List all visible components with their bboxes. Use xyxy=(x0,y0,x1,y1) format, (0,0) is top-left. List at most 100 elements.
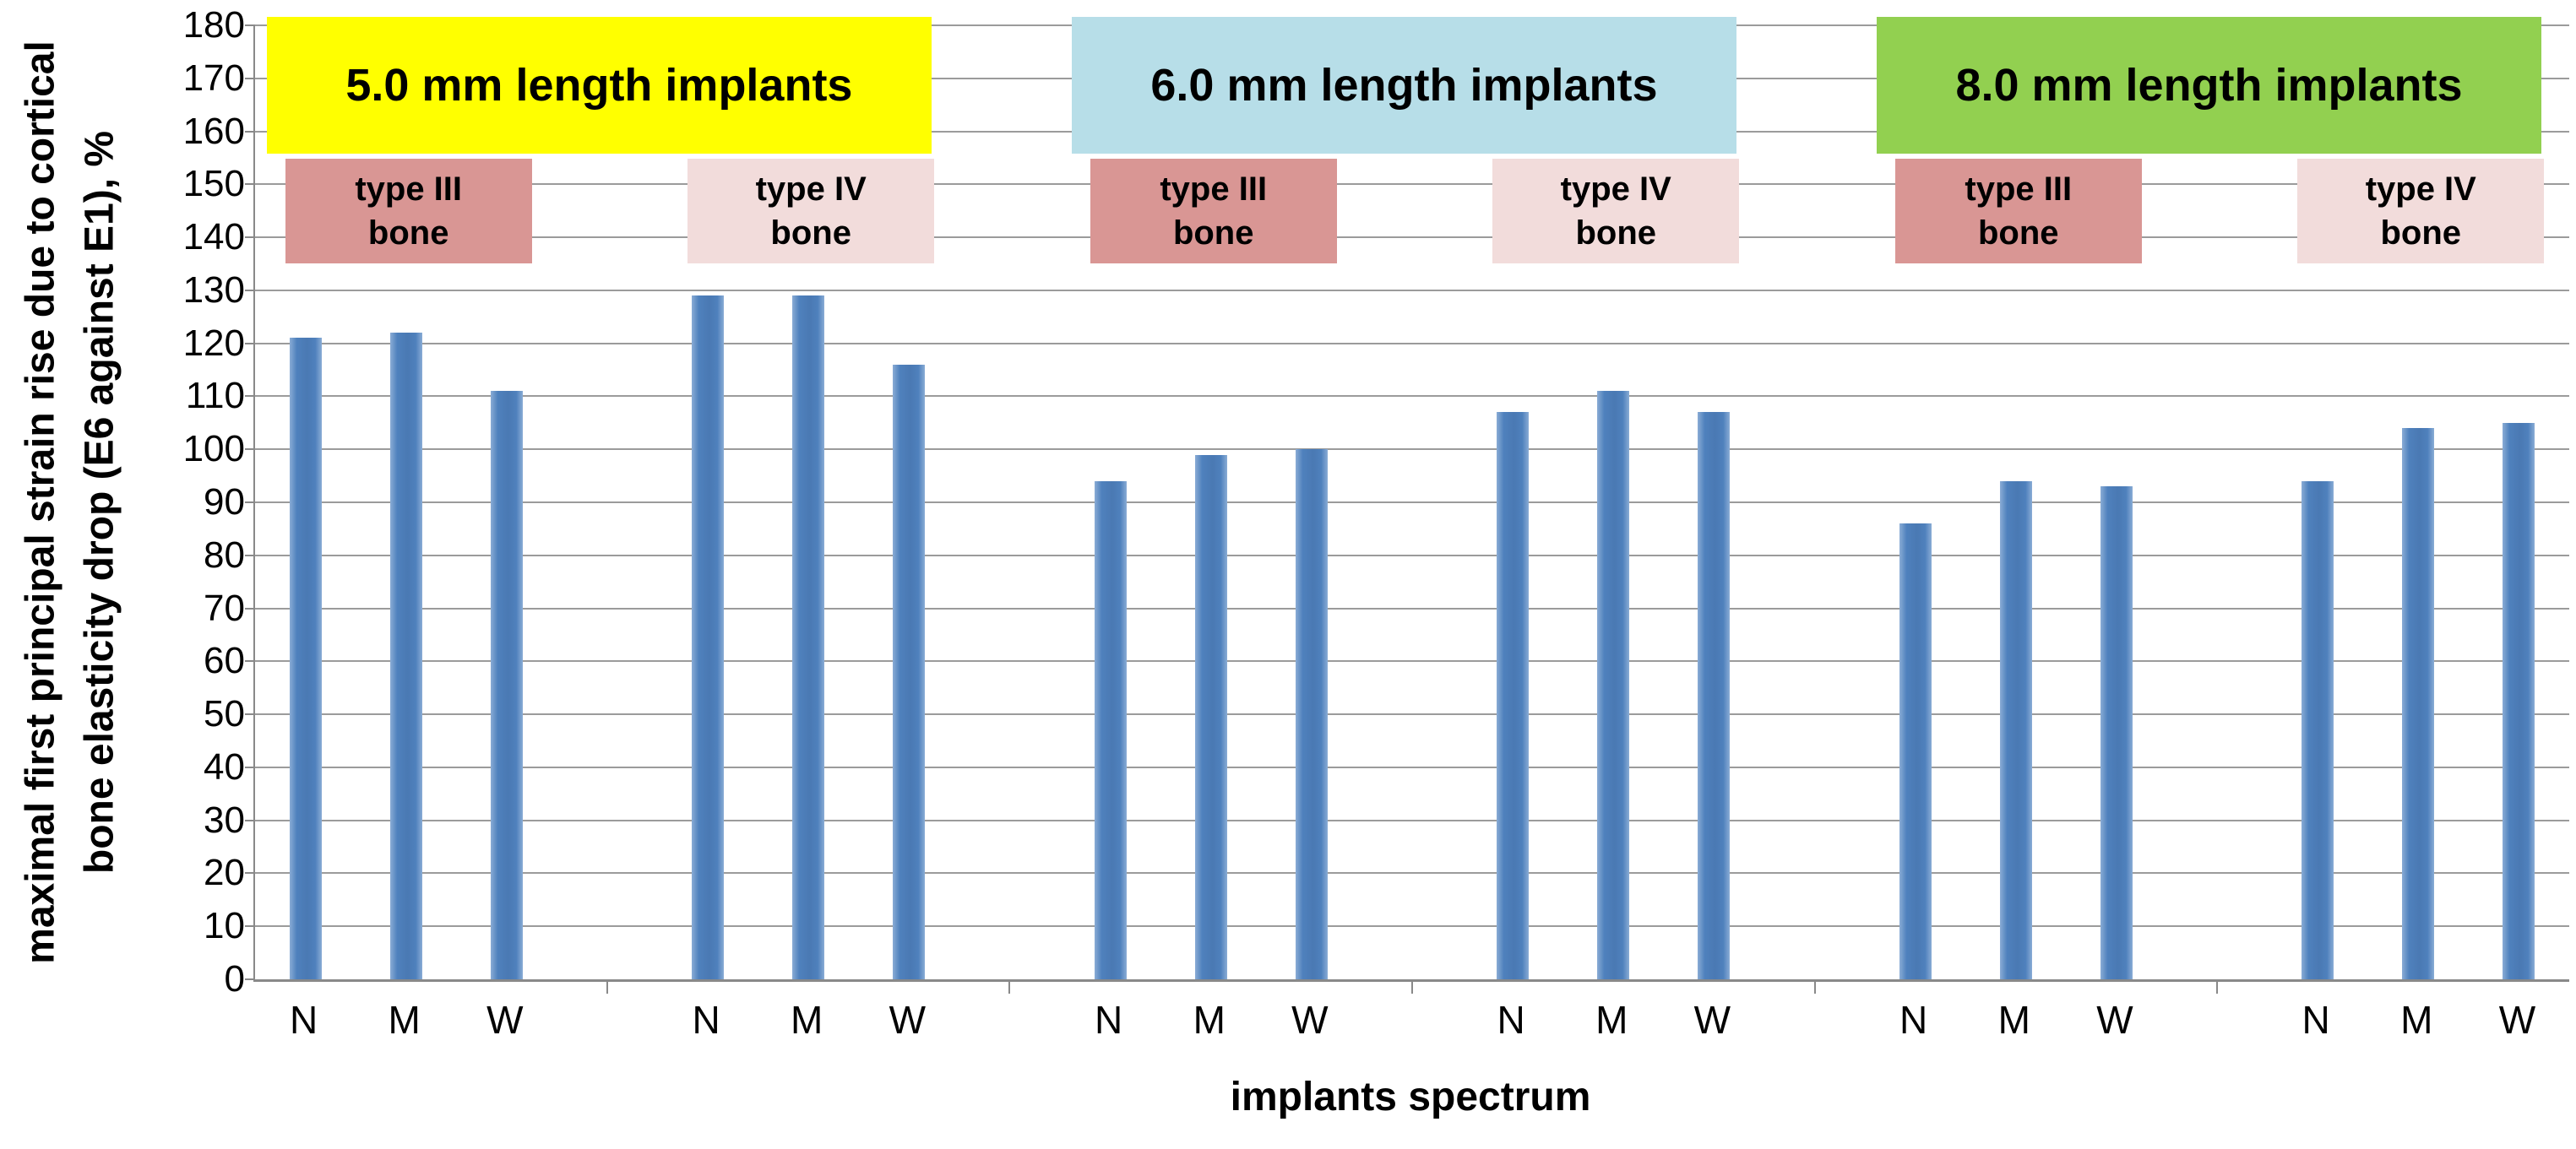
x-label-N: N xyxy=(692,998,720,1042)
gridline-80 xyxy=(255,554,2569,556)
bar-6.0mm-type-III-bone-M xyxy=(1194,454,1227,979)
type-box-line2: bone xyxy=(1172,214,1254,252)
y-tick-mark-110 xyxy=(245,395,255,398)
bar-6.0mm-type-IV-bone-W xyxy=(1698,412,1731,979)
y-axis-title-line2: bone elasticity drop (E6 against E1), % xyxy=(77,130,122,875)
gridline-50 xyxy=(255,713,2569,716)
group-banner-8.0mm: 8.0 mm length implants xyxy=(1877,17,2541,154)
bar-5.0mm-type-IV-bone-W xyxy=(893,364,926,979)
y-tick-label-110: 110 xyxy=(185,375,245,417)
x-label-N: N xyxy=(1094,998,1123,1042)
gridline-100 xyxy=(255,448,2569,451)
plot-area: 0 10 20 30 40 50 60 70 80 90 100 110 120 130 140 150 160… xyxy=(183,7,2569,998)
type-box-line1: type IV xyxy=(1560,171,1671,208)
y-tick-mark-50 xyxy=(245,713,255,716)
x-label-M: M xyxy=(1997,998,2030,1042)
bar-8.0mm-type-III-bone-N xyxy=(1899,523,1932,979)
bar-5.0mm-type-IV-bone-N xyxy=(692,295,725,979)
x-tick-mark xyxy=(2216,982,2219,994)
type-box-5.0mm-type-IV: type IV bone xyxy=(687,159,935,263)
y-tick-mark-160 xyxy=(245,130,255,133)
gridline-130 xyxy=(255,289,2569,291)
bar-5.0mm-type-III-bone-N xyxy=(289,338,322,979)
x-label-M: M xyxy=(1193,998,1226,1042)
type-box-line1: type III xyxy=(1160,171,1268,208)
x-label-W: W xyxy=(2096,998,2133,1042)
y-tick-mark-70 xyxy=(245,607,255,610)
y-tick-label-70: 70 xyxy=(204,587,245,629)
bar-8.0mm-type-IV-bone-M xyxy=(2402,428,2435,979)
bar-6.0mm-type-IV-bone-M xyxy=(1597,391,1630,979)
y-tick-label-40: 40 xyxy=(204,745,245,788)
y-tick-mark-20 xyxy=(245,872,255,875)
gridline-90 xyxy=(255,501,2569,503)
y-tick-mark-40 xyxy=(245,766,255,768)
y-tick-label-120: 120 xyxy=(182,322,245,364)
type-box-line1: type IV xyxy=(2365,171,2476,208)
gridline-150 xyxy=(255,183,2569,186)
y-tick-mark-120 xyxy=(245,342,255,344)
x-label-W: W xyxy=(1291,998,1329,1042)
x-label-N: N xyxy=(1497,998,1525,1042)
gridline-40 xyxy=(255,766,2569,768)
bar-8.0mm-type-III-bone-W xyxy=(2100,486,2133,979)
group-banner-6.0mm: 6.0 mm length implants xyxy=(1072,17,1736,154)
y-tick-mark-90 xyxy=(245,501,255,503)
y-tick-label-20: 20 xyxy=(204,852,245,894)
y-axis-title-line1: maximal first principal strain rise due … xyxy=(18,41,63,964)
bar-5.0mm-type-III-bone-M xyxy=(389,333,422,979)
x-label-M: M xyxy=(388,998,421,1042)
y-tick-mark-60 xyxy=(245,660,255,663)
bar-8.0mm-type-IV-bone-W xyxy=(2503,422,2535,979)
type-box-6.0mm-type-IV: type IV bone xyxy=(1492,159,1740,263)
gridline-110 xyxy=(255,395,2569,398)
gridline-10 xyxy=(255,925,2569,928)
type-box-line2: bone xyxy=(770,214,851,252)
type-box-5.0mm-type-III: type III bone xyxy=(285,159,532,263)
y-tick-label-100: 100 xyxy=(182,428,245,470)
y-tick-label-180: 180 xyxy=(182,4,245,46)
x-label-M: M xyxy=(791,998,823,1042)
y-tick-mark-100 xyxy=(245,448,255,451)
x-label-M: M xyxy=(2400,998,2433,1042)
gridline-30 xyxy=(255,819,2569,821)
x-label-W: W xyxy=(2498,998,2536,1042)
gridline-20 xyxy=(255,872,2569,875)
group-banner-5.0mm: 5.0 mm length implants xyxy=(267,17,932,154)
y-tick-label-90: 90 xyxy=(204,481,245,523)
y-tick-label-140: 140 xyxy=(182,216,245,258)
x-label-M: M xyxy=(1595,998,1628,1042)
y-tick-label-160: 160 xyxy=(182,110,245,152)
x-label-W: W xyxy=(486,998,524,1042)
gridline-70 xyxy=(255,607,2569,610)
type-box-line1: type III xyxy=(355,171,463,208)
y-tick-label-150: 150 xyxy=(182,163,245,205)
bar-5.0mm-type-III-bone-W xyxy=(490,391,523,979)
type-box-line2: bone xyxy=(1977,214,2059,252)
bar-8.0mm-type-IV-bone-N xyxy=(2302,480,2334,979)
y-tick-mark-130 xyxy=(245,289,255,291)
gridline-140 xyxy=(255,236,2569,239)
x-tick-mark xyxy=(606,982,608,994)
y-tick-mark-80 xyxy=(245,554,255,556)
type-box-line2: bone xyxy=(1575,214,1656,252)
y-tick-label-80: 80 xyxy=(204,534,245,576)
type-box-8.0mm-type-III: type III bone xyxy=(1894,159,2142,263)
y-tick-label-170: 170 xyxy=(182,57,245,99)
x-label-N: N xyxy=(1899,998,1928,1042)
y-tick-label-0: 0 xyxy=(224,958,245,1000)
type-box-8.0mm-type-IV: type IV bone xyxy=(2297,159,2545,263)
y-tick-mark-140 xyxy=(245,236,255,239)
gridline-60 xyxy=(255,660,2569,663)
gridline-120 xyxy=(255,342,2569,344)
x-label-N: N xyxy=(2302,998,2330,1042)
y-tick-mark-30 xyxy=(245,819,255,821)
x-tick-mark xyxy=(1008,982,1011,994)
x-tick-mark xyxy=(1813,982,1816,994)
type-box-line2: bone xyxy=(367,214,449,252)
y-tick-mark-150 xyxy=(245,183,255,186)
type-box-line1: type III xyxy=(1965,171,2073,208)
bar-8.0mm-type-III-bone-M xyxy=(1999,480,2032,979)
